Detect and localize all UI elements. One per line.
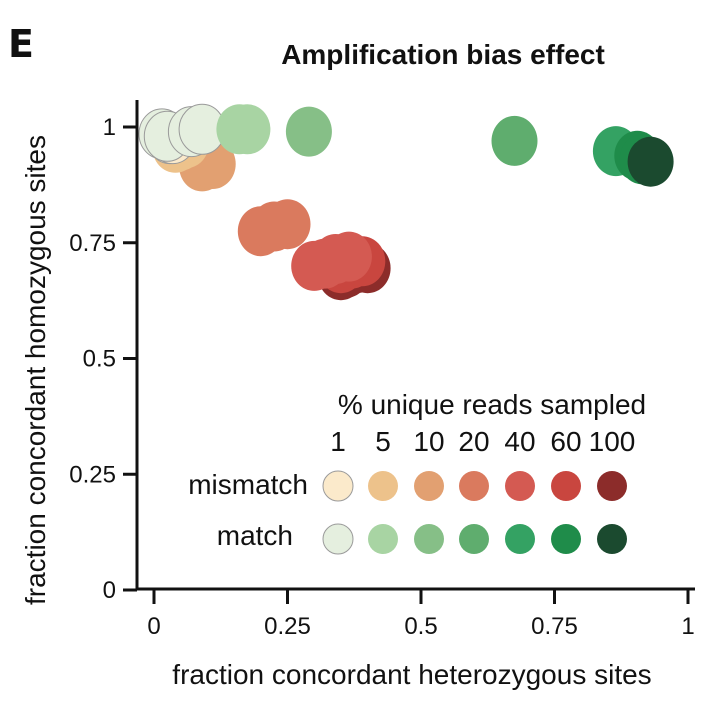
axis-ticks: 0 0.25 0.5 0.75 100.250.50.751 bbox=[69, 114, 694, 640]
legend-level-100: 100 bbox=[589, 426, 636, 457]
legend-swatch-match-60 bbox=[551, 524, 581, 554]
legend-level-5: 5 bbox=[375, 426, 391, 457]
chart-title: Amplification bias effect bbox=[281, 39, 605, 70]
data-points bbox=[138, 103, 674, 301]
legend-swatches bbox=[322, 470, 627, 555]
legend-swatch-match-20 bbox=[459, 524, 489, 554]
legend-row-label-match: match bbox=[217, 520, 293, 551]
legend-level-labels: 1 5 10 20 40 60 100 bbox=[330, 426, 635, 457]
y-tick-label-4: 1 bbox=[103, 114, 116, 141]
point-mismatch-40-2 bbox=[325, 231, 372, 282]
y-axis-label: fraction concordant homozygous sites bbox=[20, 135, 51, 605]
x-axis-label: fraction concordant heterozygous sites bbox=[172, 659, 651, 690]
legend-swatch-mismatch-60 bbox=[551, 471, 581, 501]
point-mismatch-20-2 bbox=[264, 199, 311, 250]
x-tick-label-2: 0.5 bbox=[404, 613, 437, 640]
y-tick-label-2: 0.5 bbox=[83, 346, 116, 373]
y-tick-label-0: 0 bbox=[103, 577, 116, 604]
legend-swatch-match-5 bbox=[368, 524, 398, 554]
legend-swatch-mismatch-100 bbox=[597, 471, 627, 501]
legend-swatch-mismatch-10 bbox=[414, 471, 444, 501]
legend-swatch-match-40 bbox=[505, 524, 535, 554]
legend-swatch-mismatch-5 bbox=[368, 471, 398, 501]
x-tick-label-4: 1 bbox=[681, 613, 694, 640]
legend: % unique reads sampled 1 5 10 20 40 60 100 mis… bbox=[188, 389, 646, 555]
y-tick-label-3: 0.75 bbox=[69, 230, 116, 257]
legend-swatch-mismatch-1 bbox=[322, 470, 354, 502]
panel-letter: E bbox=[8, 22, 34, 66]
legend-title: % unique reads sampled bbox=[338, 389, 646, 420]
legend-level-20: 20 bbox=[458, 426, 489, 457]
legend-level-10: 10 bbox=[413, 426, 444, 457]
point-match-20-0 bbox=[491, 115, 538, 166]
x-tick-label-0: 0 bbox=[147, 613, 160, 640]
legend-row-label-mismatch: mismatch bbox=[188, 469, 308, 500]
x-tick-label-1: 0.25 bbox=[264, 613, 311, 640]
point-match-100-0 bbox=[627, 136, 674, 187]
legend-level-60: 60 bbox=[550, 426, 581, 457]
legend-swatch-match-10 bbox=[414, 524, 444, 554]
legend-swatch-match-1 bbox=[322, 523, 354, 555]
point-match-5-1 bbox=[224, 104, 271, 155]
y-tick-label-1: 0.25 bbox=[69, 461, 116, 488]
legend-swatch-match-100 bbox=[597, 524, 627, 554]
point-mismatch-40-3 bbox=[291, 240, 338, 291]
legend-swatch-mismatch-40 bbox=[505, 471, 535, 501]
legend-level-1: 1 bbox=[330, 426, 346, 457]
x-tick-label-3: 0.75 bbox=[531, 613, 578, 640]
legend-level-40: 40 bbox=[504, 426, 535, 457]
point-match-10-0 bbox=[285, 106, 332, 157]
legend-swatch-mismatch-20 bbox=[459, 471, 489, 501]
